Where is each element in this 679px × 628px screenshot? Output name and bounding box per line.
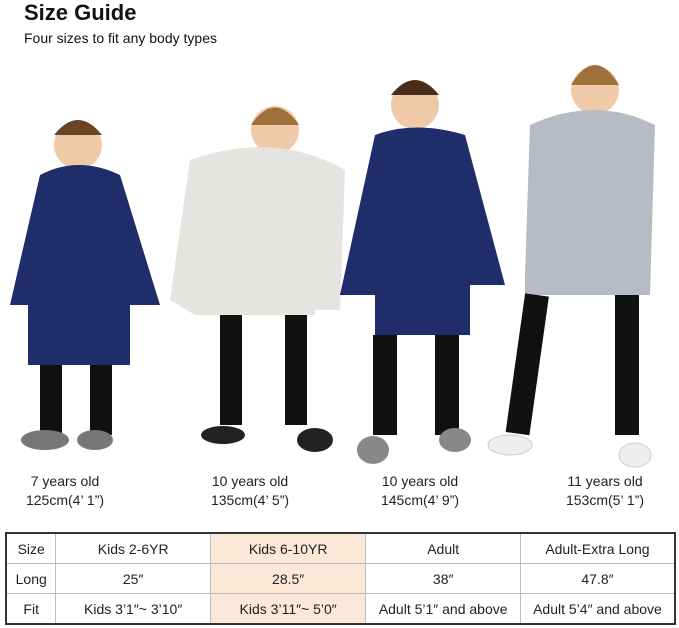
model-caption-1: 7 years old 125cm(4’ 1”) — [0, 472, 145, 510]
page-title: Size Guide — [24, 0, 137, 25]
table-row-size: Size Kids 2-6YR Kids 6-10YR Adult Adult-… — [5, 532, 676, 564]
table-cell: Adult-Extra Long — [519, 532, 676, 564]
page-subtitle: Four sizes to fit any body types — [24, 30, 217, 46]
model-height: 125cm(4’ 1”) — [25, 492, 105, 508]
model-caption-3: 10 years old 145cm(4’ 9”) — [340, 472, 500, 510]
table-cell-highlighted: Kids 6-10YR — [209, 532, 367, 564]
table-cell: 25″ — [55, 563, 211, 594]
table-cell-highlighted: Kids 3’11″~ 5’0″ — [209, 593, 367, 625]
table-cell: Adult 5’1″ and above — [365, 593, 521, 625]
model-caption-4: 11 years old 153cm(5’ 1”) — [525, 472, 679, 510]
model-height: 145cm(4’ 9”) — [380, 492, 460, 508]
model-age: 11 years old — [567, 473, 643, 489]
table-cell-highlighted: 28.5″ — [209, 563, 367, 594]
model-age: 10 years old — [381, 473, 459, 489]
model-photo-3 — [340, 80, 505, 464]
table-cell: Adult 5’4″ and above — [519, 593, 676, 625]
model-age: 7 years old — [30, 473, 100, 489]
table-row-long: Long 25″ 28.5″ 38″ 47.8″ — [5, 563, 676, 594]
model-photo-1 — [10, 120, 160, 450]
row-header: Fit — [5, 593, 57, 625]
model-photo-4 — [487, 65, 655, 468]
model-caption-2: 10 years old 135cm(4’ 5”) — [170, 472, 330, 510]
table-cell: Kids 3’1″~ 3’10″ — [55, 593, 211, 625]
model-height: 135cm(4’ 5”) — [210, 492, 290, 508]
table-cell: Adult — [365, 532, 521, 564]
table-cell: 47.8″ — [519, 563, 676, 594]
table-cell: 38″ — [365, 563, 521, 594]
table-row-fit: Fit Kids 3’1″~ 3’10″ Kids 3’11″~ 5’0″ Ad… — [5, 593, 676, 625]
model-age: 10 years old — [211, 473, 289, 489]
model-height: 153cm(5’ 1”) — [565, 492, 645, 508]
model-photo-2 — [170, 106, 345, 452]
row-header: Long — [5, 563, 57, 594]
row-header: Size — [5, 532, 57, 564]
size-table: Size Kids 2-6YR Kids 6-10YR Adult Adult-… — [5, 532, 676, 625]
table-cell: Kids 2-6YR — [55, 532, 211, 564]
